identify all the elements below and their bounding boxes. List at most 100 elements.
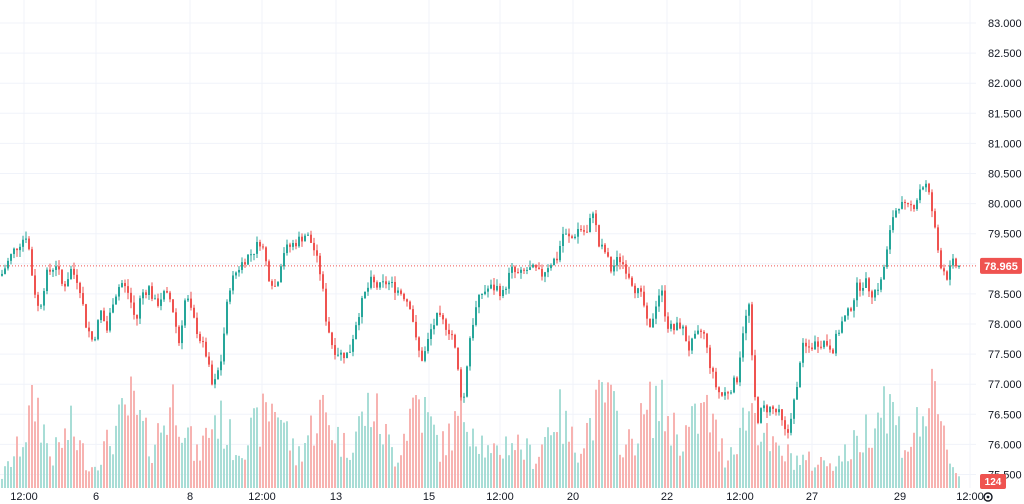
volume-bar <box>955 473 957 488</box>
candle-body <box>232 275 234 291</box>
grid-lines <box>0 0 976 488</box>
candle-body <box>748 304 750 316</box>
volume-bar <box>262 393 264 488</box>
candle-body <box>430 329 432 339</box>
candle-body <box>13 248 15 255</box>
candle-body <box>664 290 666 317</box>
volume-bar <box>880 417 882 488</box>
candle-body <box>958 265 960 267</box>
candle-body <box>808 346 810 348</box>
candle-body <box>733 377 735 393</box>
volume-bar <box>55 437 57 488</box>
volume-bar <box>121 398 123 488</box>
volume-bar <box>595 389 597 488</box>
candle-body <box>493 284 495 291</box>
candle-body <box>7 260 9 269</box>
volume-bar <box>130 376 132 488</box>
volume-bar <box>826 466 828 488</box>
candle-body <box>682 326 684 329</box>
volume-bar <box>865 414 867 488</box>
candle-body <box>550 265 552 269</box>
volume-bar <box>781 455 783 488</box>
volume-bar <box>646 409 648 488</box>
volume-bar <box>535 463 537 488</box>
candle-body <box>547 268 549 273</box>
volume-bar <box>424 397 426 488</box>
candle-body <box>481 294 483 296</box>
candle-body <box>181 325 183 344</box>
candle-body <box>319 255 321 275</box>
candle-body <box>760 408 762 423</box>
candle-body <box>901 201 903 209</box>
candle-body <box>337 354 339 356</box>
volume-bar <box>448 423 450 488</box>
volume-bar <box>676 434 678 488</box>
candle-body <box>949 265 951 280</box>
volume-bar <box>718 451 720 488</box>
candle-body <box>928 183 930 193</box>
volume-bar <box>379 433 381 488</box>
candle-body <box>397 290 399 293</box>
volume-bar <box>490 453 492 488</box>
y-tick-label: 76.500 <box>988 409 1022 421</box>
candle-body <box>586 231 588 233</box>
volume-bar <box>352 452 354 488</box>
candle-body <box>139 298 141 319</box>
candle-body <box>796 387 798 400</box>
volume-bar <box>472 428 474 488</box>
x-tick-label: 13 <box>330 491 342 503</box>
candle-body <box>472 324 474 339</box>
candle-body <box>892 217 894 231</box>
candle-body <box>742 333 744 358</box>
candlesticks <box>1 180 960 439</box>
candle-body <box>349 351 351 353</box>
settings-icon[interactable] <box>983 492 993 502</box>
price-axis[interactable]: 83.000 82.500 82.000 81.500 81.000 80.500 80.0… <box>988 18 1022 482</box>
candle-body <box>262 246 264 248</box>
candle-body <box>307 234 309 236</box>
volume-bar <box>775 442 777 488</box>
candle-body <box>580 229 582 231</box>
volume-bar <box>406 440 408 488</box>
candle-body <box>175 312 177 327</box>
candle-body <box>718 387 720 393</box>
candle-body <box>631 277 633 286</box>
candle-body <box>445 319 447 330</box>
y-tick-label: 82.000 <box>988 78 1022 90</box>
candle-body <box>304 235 306 242</box>
volume-bar <box>307 435 309 488</box>
candle-body <box>370 276 372 288</box>
y-tick-label: 80.000 <box>988 199 1022 211</box>
volume-bar <box>952 467 954 488</box>
volume-bar <box>355 431 357 488</box>
volume-bar <box>334 443 336 488</box>
y-tick-label: 78.000 <box>988 319 1022 331</box>
candle-body <box>835 333 837 354</box>
volume-bar <box>286 421 288 488</box>
volume-bar <box>466 431 468 488</box>
candle-body <box>433 325 435 330</box>
candle-body <box>577 229 579 237</box>
volume-bar <box>97 470 99 488</box>
candle-body <box>694 333 696 339</box>
candle-body <box>334 345 336 355</box>
candle-body <box>259 241 261 247</box>
time-axis[interactable]: 12:00 6 8 12:00 13 15 12:00 20 22 12:00 27 29 12:00 <box>10 491 984 503</box>
volume-bar <box>853 430 855 488</box>
candle-body <box>403 293 405 300</box>
candle-body <box>874 290 876 298</box>
candle-body <box>712 368 714 372</box>
volume-bar <box>340 456 342 488</box>
candle-body <box>658 295 660 307</box>
volume-bar <box>694 403 696 488</box>
candle-body <box>160 299 162 306</box>
candle-body <box>148 286 150 295</box>
y-tick-label: 81.500 <box>988 108 1022 120</box>
volume-bar <box>163 425 165 488</box>
candle-body <box>751 304 753 356</box>
candle-body <box>331 332 333 346</box>
candle-body <box>691 338 693 351</box>
volume-bar <box>856 435 858 488</box>
volume-bar <box>175 425 177 488</box>
